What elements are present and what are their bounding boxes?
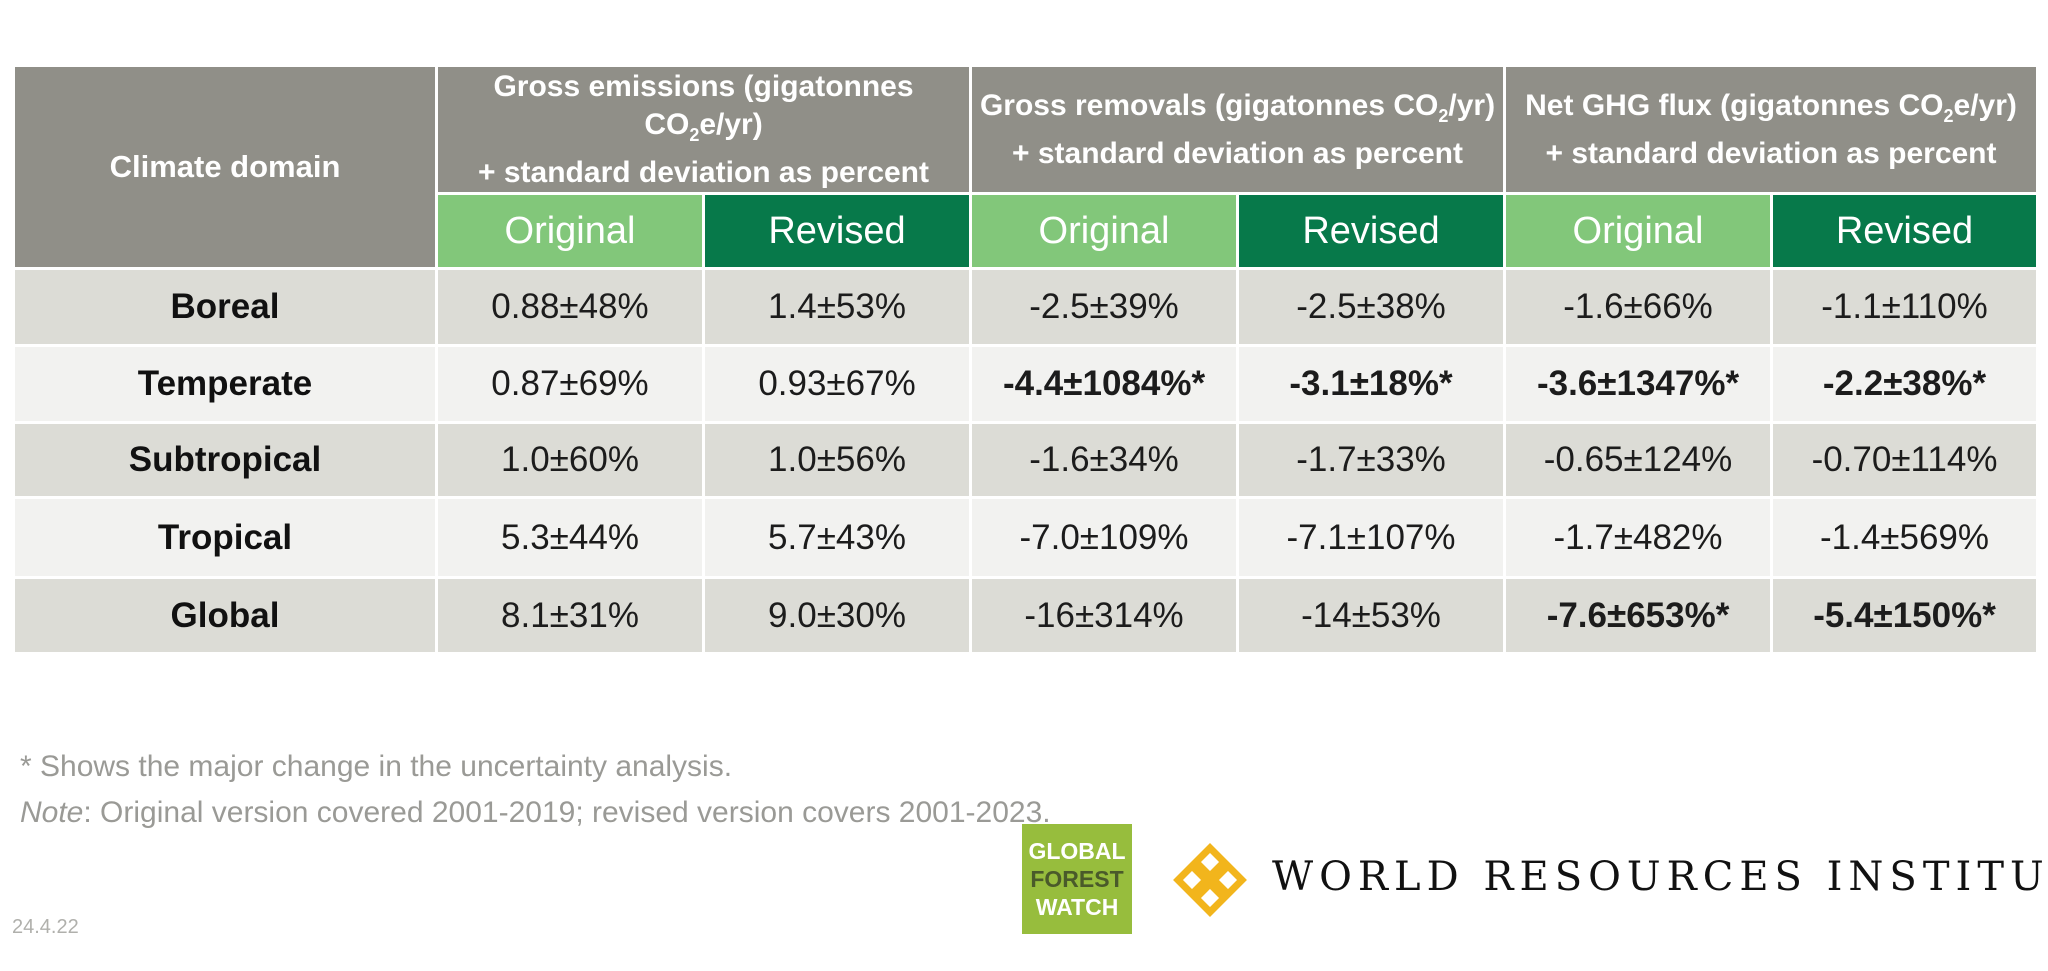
gross-removals-header: Gross removals (gigatonnes CO2/yr) + sta…: [969, 64, 1507, 195]
value-cell: -3.1±18%*: [1236, 344, 1507, 424]
value-cell: 0.88±48%: [435, 267, 705, 347]
value-cell: -0.70±114%: [1770, 421, 2040, 499]
table-row: Subtropical 1.0±60% 1.0±56% -1.6±34% -1.…: [12, 421, 2040, 499]
value-cell: -7.1±107%: [1236, 496, 1507, 579]
value-cell: 9.0±30%: [701, 576, 973, 655]
domain-cell: Boreal: [12, 267, 438, 347]
gross-emissions-header: Gross emissions (gigatonnes CO2e/yr) + s…: [434, 64, 973, 195]
value-cell: -7.6±653%*: [1503, 576, 1774, 655]
net-revised-header: Revised: [1770, 192, 2040, 270]
note-footnote: Note: Original version covered 2001-2019…: [20, 790, 1051, 836]
wri-logo-mark-icon: [1173, 843, 1247, 917]
global-forest-watch-logo: GLOBAL FOREST WATCH: [1022, 824, 1132, 934]
value-cell: 0.93±67%: [701, 344, 973, 424]
value-cell: 1.0±60%: [435, 421, 705, 499]
value-cell: -7.0±109%: [969, 496, 1240, 579]
table-row: Global 8.1±31% 9.0±30% -16±314% -14±53% …: [12, 576, 2040, 655]
table-row: Temperate 0.87±69% 0.93±67% -4.4±1084%* …: [12, 344, 2040, 424]
value-cell: -1.6±66%: [1503, 267, 1774, 347]
value-cell: -1.7±33%: [1236, 421, 1507, 499]
climate-domain-header: Climate domain: [12, 64, 438, 270]
value-cell: -14±53%: [1236, 576, 1507, 655]
emissions-revised-header: Revised: [701, 192, 973, 270]
value-cell: 1.0±56%: [701, 421, 973, 499]
domain-cell: Temperate: [12, 344, 438, 424]
value-cell: -5.4±150%*: [1770, 576, 2040, 655]
value-cell: -2.5±38%: [1236, 267, 1507, 347]
net-original-header: Original: [1503, 192, 1774, 270]
value-cell: -1.4±569%: [1770, 496, 2040, 579]
value-cell: -3.6±1347%*: [1503, 344, 1774, 424]
value-cell: 5.3±44%: [435, 496, 705, 579]
footnotes: * Shows the major change in the uncertai…: [20, 744, 1051, 836]
value-cell: 8.1±31%: [435, 576, 705, 655]
value-cell: -2.2±38%*: [1770, 344, 2040, 424]
note-label: Note: [20, 796, 84, 829]
value-cell: -0.65±124%: [1503, 421, 1774, 499]
value-cell: -4.4±1084%*: [969, 344, 1240, 424]
asterisk-footnote: * Shows the major change in the uncertai…: [20, 750, 733, 783]
wri-wordmark: WORLD RESOURCES INSTITUTE: [1272, 854, 2048, 900]
value-cell: -1.1±110%: [1770, 267, 2040, 347]
value-cell: -16±314%: [969, 576, 1240, 655]
note-text: : Original version covered 2001-2019; re…: [83, 796, 1051, 829]
version-stamp: 24.4.22: [12, 916, 79, 938]
value-cell: 1.4±53%: [701, 267, 973, 347]
removals-revised-header: Revised: [1236, 192, 1507, 270]
value-cell: 0.87±69%: [435, 344, 705, 424]
domain-cell: Global: [12, 576, 438, 655]
value-cell: -1.7±482%: [1503, 496, 1774, 579]
value-cell: -1.6±34%: [969, 421, 1240, 499]
table-row: Tropical 5.3±44% 5.7±43% -7.0±109% -7.1±…: [12, 496, 2040, 579]
ghg-flux-table: Climate domain Gross emissions (gigatonn…: [12, 64, 2040, 655]
emissions-original-header: Original: [435, 192, 705, 270]
value-cell: -2.5±39%: [969, 267, 1240, 347]
removals-original-header: Original: [969, 192, 1240, 270]
net-ghg-flux-header: Net GHG flux (gigatonnes CO2e/yr) + stan…: [1503, 64, 2040, 195]
domain-cell: Tropical: [12, 496, 438, 579]
value-cell: 5.7±43%: [701, 496, 973, 579]
table-row: Boreal 0.88±48% 1.4±53% -2.5±39% -2.5±38…: [12, 267, 2040, 347]
domain-cell: Subtropical: [12, 421, 438, 499]
